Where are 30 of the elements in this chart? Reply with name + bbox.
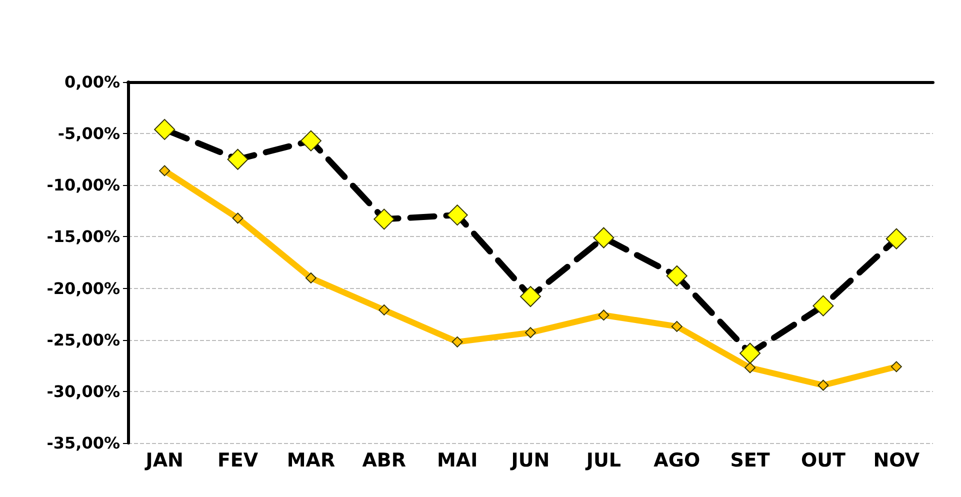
y-tick-label: -15,00%	[46, 227, 120, 246]
y-tick-label: -35,00%	[46, 434, 120, 452]
y-tick-label: -10,00%	[46, 176, 120, 195]
x-tick-label: JAN	[144, 450, 184, 472]
x-tick-label: FEV	[217, 450, 258, 472]
y-tick-label: -30,00%	[46, 382, 120, 401]
point	[232, 212, 244, 224]
x-tick-label: JUN	[509, 450, 550, 472]
x-tick-label: ABR	[362, 450, 406, 472]
x-tick-label: MAR	[286, 450, 336, 472]
x-tick-label: NOV	[873, 450, 920, 472]
x-tick-label: AGO	[654, 450, 700, 472]
y-tick-label: -25,00%	[46, 330, 120, 350]
x-tick-label: SET	[730, 450, 770, 472]
point	[598, 310, 610, 321]
point	[159, 165, 170, 176]
point	[818, 380, 829, 391]
x-tick-label: MAI	[436, 450, 478, 472]
y-tick-label: 0,00%	[64, 72, 120, 92]
point	[744, 362, 756, 374]
x-tick-label: JUL	[584, 450, 621, 472]
y-tick-label: -20,00%	[46, 278, 120, 298]
point	[305, 272, 316, 284]
point	[525, 327, 536, 338]
point	[378, 304, 390, 316]
x-tick-label: OUT	[800, 450, 846, 472]
point	[671, 320, 682, 332]
y-tick-label: -5,00%	[58, 124, 120, 144]
point	[452, 336, 463, 348]
point	[890, 361, 902, 372]
